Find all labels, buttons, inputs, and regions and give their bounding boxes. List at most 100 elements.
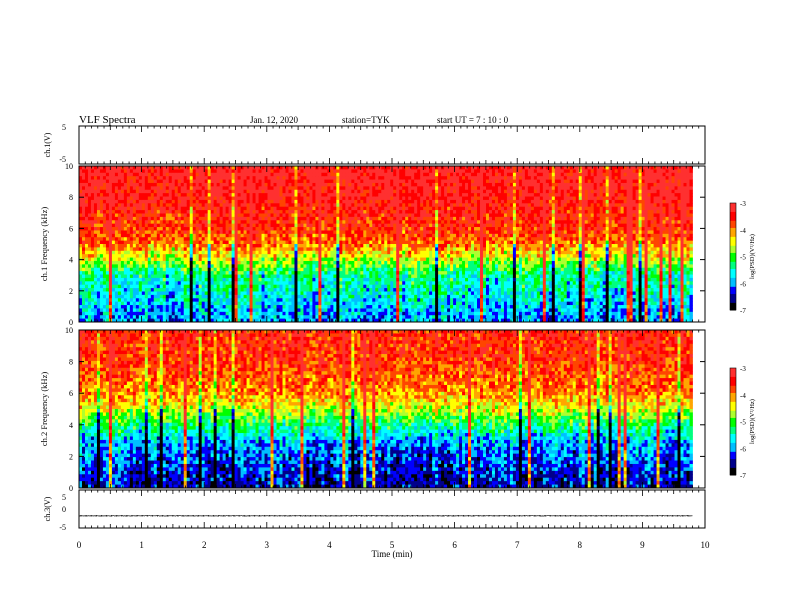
- ch1-spectrogram-cell: [309, 271, 313, 275]
- ch1-spectrogram-cell: [159, 260, 164, 265]
- ch1-spectrogram-cell: [228, 223, 233, 228]
- ch1-spectrogram-cell: [165, 288, 170, 292]
- ch1-spectrogram-cell: [330, 311, 334, 316]
- ch1-spectrogram-cell: [201, 237, 206, 242]
- ch1-spectrogram-cell: [84, 301, 89, 306]
- ch1-spectrogram-cell: [276, 227, 280, 231]
- ch1-spectrogram-cell: [294, 166, 298, 170]
- ch1-spectrogram-cell: [336, 182, 340, 187]
- ch1-spectrogram-cell: [360, 186, 364, 191]
- ch1-spectrogram-cell: [228, 260, 233, 265]
- ch1-spectrogram-cell: [261, 284, 265, 289]
- ch1-spectrogram-cell: [357, 166, 361, 170]
- ch1-spectrogram-cell: [102, 250, 107, 255]
- ch1-spectrogram-cell: [231, 179, 236, 184]
- ch1-spectrogram-cell: [267, 301, 271, 306]
- ch1-spectrogram-cell: [162, 315, 167, 320]
- ch1-spectrogram-cell: [156, 281, 161, 286]
- ch1-spectrogram-cell: [267, 271, 271, 275]
- ch1-spectrogram-cell: [378, 193, 382, 197]
- ch1-spectrogram-cell: [93, 186, 98, 191]
- ch1-spectrogram-cell: [216, 227, 221, 231]
- ch1-spectrogram-cell: [153, 189, 158, 194]
- ch1-spectrogram-cell: [285, 291, 289, 296]
- ch1-spectrogram-cell: [249, 169, 253, 174]
- ch1-spectrogram-cell: [123, 240, 128, 245]
- ch1-spectrogram-cell: [402, 196, 406, 201]
- ch1-spectrogram-cell: [231, 193, 236, 197]
- ch1-spectrogram-cell: [354, 206, 358, 211]
- ch1-spectrogram-cell: [96, 260, 101, 265]
- ch1-spectrogram-cell: [198, 169, 203, 174]
- ch1-spectrogram-cell: [159, 274, 164, 279]
- ch1-spectrogram-cell: [156, 203, 161, 208]
- ch1-spectrogram-cell: [189, 182, 194, 187]
- ch1-spectrogram-cell: [87, 206, 92, 211]
- ch1-spectrogram-cell: [288, 223, 292, 228]
- ch1-spectrogram-cell: [366, 257, 370, 262]
- ch1-spectrogram-cell: [264, 186, 268, 191]
- ch1-spectrogram-cell: [90, 203, 95, 208]
- ch1-spectrogram-cell: [108, 244, 113, 248]
- ch1-spectrogram-cell: [294, 260, 298, 265]
- ch1-spectrogram-cell: [303, 206, 307, 211]
- ch1-spectrogram-cell: [333, 271, 337, 275]
- ch1-spectrogram-cell: [261, 230, 265, 235]
- ch1-spectrogram-cell: [327, 267, 331, 272]
- ch1-spectrogram-cell: [138, 250, 143, 255]
- ch1-spectrogram-cell: [336, 277, 340, 282]
- ch1-spectrogram-cell: [351, 311, 355, 316]
- ch1-spectrogram-cell: [312, 186, 316, 191]
- ch1-spectrogram-cell: [351, 284, 355, 289]
- ch1-spectrogram-cell: [192, 213, 197, 218]
- ch1-spectrogram-cell: [372, 247, 376, 252]
- ch1-spectrogram-cell: [381, 223, 385, 228]
- ch1-spectrogram-cell: [183, 237, 188, 242]
- ch1-spectrogram-cell: [198, 244, 203, 248]
- ch1-spectrogram-cell: [174, 284, 179, 289]
- ch1-spectrogram-cell: [339, 237, 343, 242]
- ch1-spectrogram-cell: [282, 305, 286, 309]
- ch1-spectrogram-cell: [255, 250, 259, 255]
- ch1-spectrogram-cell: [282, 223, 286, 228]
- ch1-spectrogram-cell: [156, 189, 161, 194]
- ch1-spectrogram-cell: [90, 223, 95, 228]
- ch1-spectrogram-cell: [312, 227, 316, 231]
- ch1-spectrogram-cell: [153, 169, 158, 174]
- ch1-spectrogram-cell: [255, 264, 259, 269]
- ch1-spectrogram-cell: [357, 206, 361, 211]
- ch1-spectrogram-cell: [363, 291, 367, 296]
- ch1-spectrogram-cell: [117, 267, 122, 272]
- ch1-spectrogram-cell: [342, 308, 346, 313]
- ch1-spectrogram-cell: [144, 210, 149, 214]
- ch1-spectrogram-cell: [342, 250, 346, 255]
- ch1-spectrogram-cell: [258, 199, 262, 204]
- ch1-spectrogram-cell: [264, 172, 268, 177]
- ch1-spectrogram-cell: [93, 284, 98, 289]
- ch1-spectrogram-cell: [129, 230, 134, 235]
- ch1-spectrogram-cell: [225, 318, 230, 323]
- ch1-spectrogram-cell: [237, 318, 241, 323]
- ch1-spectrogram-cell: [366, 254, 370, 258]
- ch1-spectrogram-cell: [195, 176, 200, 180]
- ch1-spectrogram-cell: [300, 281, 304, 286]
- ch1-spectrogram-cell: [375, 260, 379, 265]
- ch1-spectrogram-cell: [231, 182, 236, 187]
- ch1-spectrogram-cell: [156, 288, 161, 292]
- ch1-spectrogram-cell: [99, 169, 104, 174]
- ch1-spectrogram-cell: [366, 213, 370, 218]
- ch1-spectrogram-cell: [393, 233, 397, 238]
- ch1-spectrogram-cell: [258, 196, 262, 201]
- ch1-spectrogram-cell: [324, 220, 328, 225]
- ch1-spectrogram-cell: [192, 250, 197, 255]
- ch1-spectrogram-cell: [174, 281, 179, 286]
- ch1-spectrogram-cell: [276, 267, 280, 272]
- ch1-spectrogram-cell: [168, 247, 173, 252]
- ch1-spectrogram-cell: [270, 206, 274, 211]
- ch1-spectrogram-cell: [402, 193, 406, 197]
- ch1-spectrogram-cell: [294, 305, 298, 309]
- ch1-spectrogram-cell: [276, 247, 280, 252]
- ch1-spectrogram-cell: [168, 199, 173, 204]
- ch1-spectrogram-cell: [339, 213, 343, 218]
- ch1-spectrogram-cell: [87, 267, 92, 272]
